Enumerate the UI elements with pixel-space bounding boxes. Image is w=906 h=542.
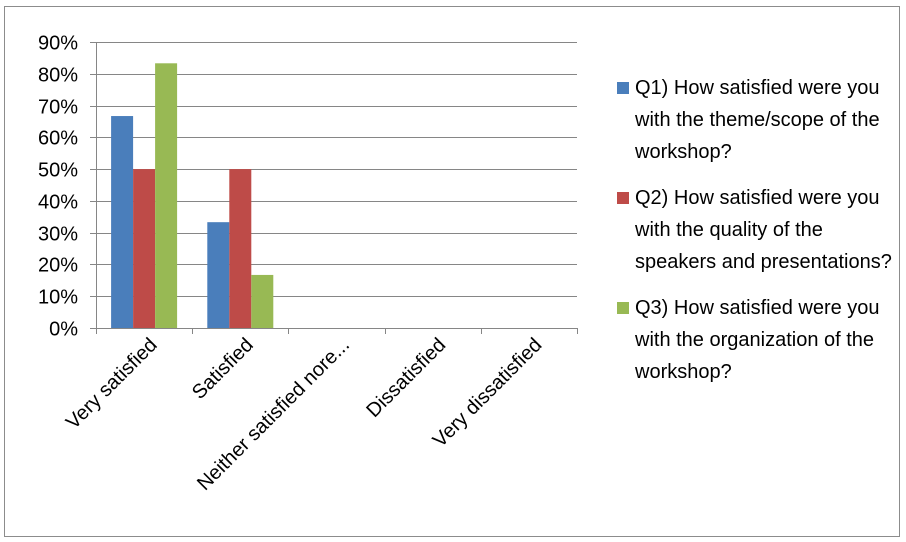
y-tick-label: 90% <box>38 33 78 55</box>
y-tick-label: 40% <box>38 192 78 214</box>
legend-item-q1: Q1) How satisfied were you with the them… <box>617 72 902 168</box>
y-tick-label: 30% <box>38 224 78 246</box>
y-tick-label: 20% <box>38 255 78 277</box>
legend-label-q3: Q3) How satisfied were you with the orga… <box>635 297 880 383</box>
bar-q2 <box>229 169 252 328</box>
x-tick-label: Very satisfied <box>62 334 162 434</box>
legend-label-q2: Q2) How satisfied were you with the qual… <box>635 187 892 273</box>
y-tick-label: 0% <box>49 319 78 341</box>
bar-q1 <box>111 116 134 328</box>
legend: Q1) How satisfied were you with the them… <box>617 72 902 402</box>
legend-swatch-q1 <box>617 82 629 94</box>
legend-swatch-q2 <box>617 192 629 204</box>
bar-q1 <box>207 222 230 328</box>
bar-q3 <box>155 63 178 329</box>
bar-q2 <box>133 169 156 328</box>
legend-item-q3: Q3) How satisfied were you with the orga… <box>617 292 902 388</box>
y-tick-label: 50% <box>38 160 78 182</box>
bar-q3 <box>251 274 274 328</box>
x-tick-label: Satisfied <box>188 334 258 404</box>
legend-item-q2: Q2) How satisfied were you with the qual… <box>617 182 902 278</box>
y-tick-labels: 0% 10% 20% 30% 40% 50% 60% 70% 80% 90% <box>38 33 78 341</box>
axes <box>96 42 578 334</box>
y-tick-label: 10% <box>38 287 78 309</box>
y-tick-label: 60% <box>38 128 78 150</box>
bars <box>111 63 274 329</box>
legend-swatch-q3 <box>617 302 629 314</box>
y-tick-label: 70% <box>38 97 78 119</box>
legend-label-q1: Q1) How satisfied were you with the them… <box>635 77 880 163</box>
y-tick-label: 80% <box>38 65 78 87</box>
x-tick-label: Dissatisfied <box>362 334 450 422</box>
